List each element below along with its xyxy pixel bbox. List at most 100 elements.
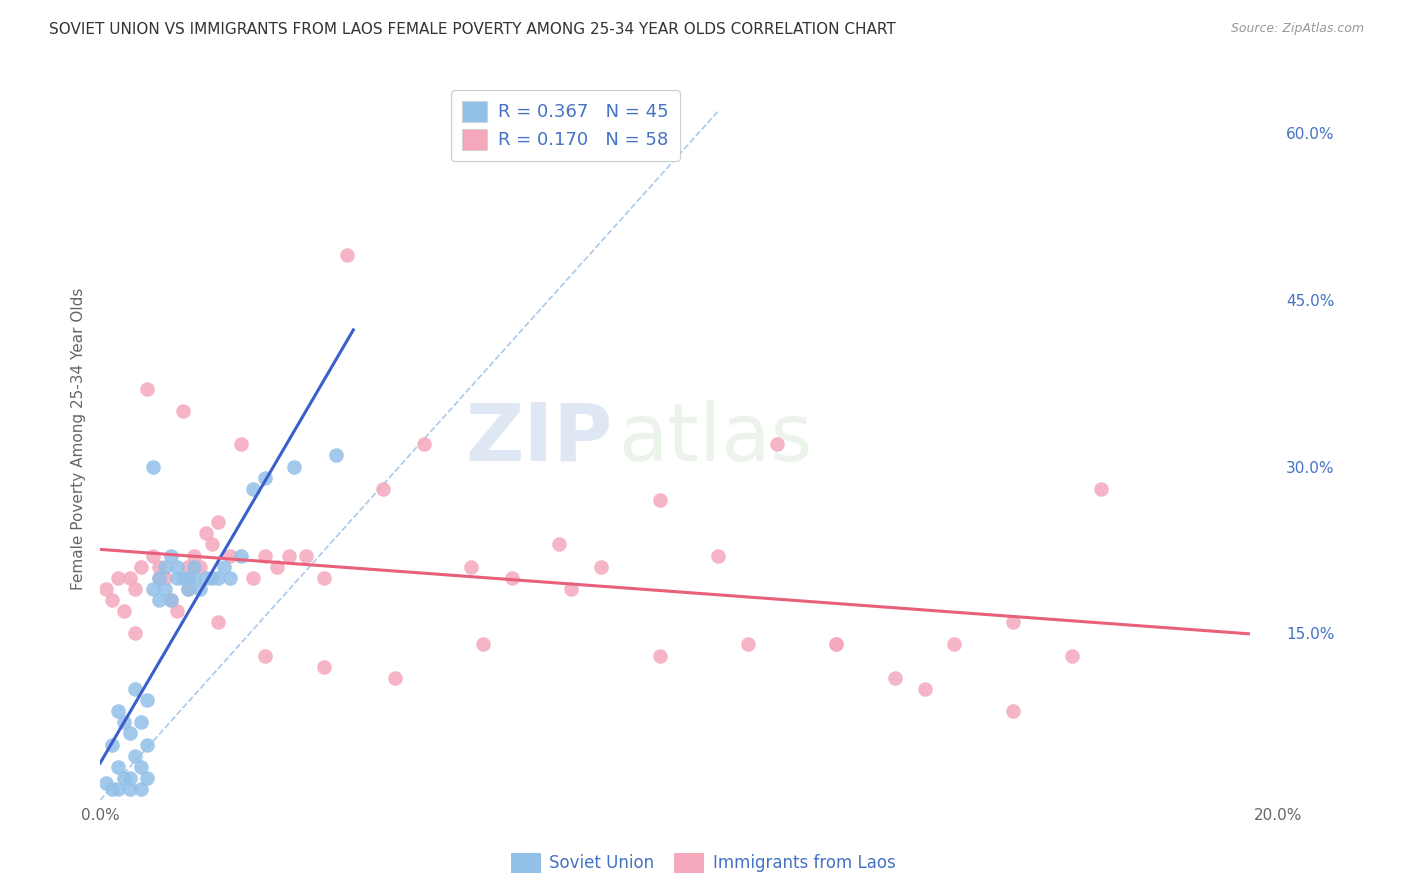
Point — [560, 582, 582, 596]
Point — [201, 537, 224, 551]
Point — [188, 559, 211, 574]
Point — [207, 571, 229, 585]
Point — [501, 571, 523, 585]
Point — [101, 593, 124, 607]
Text: Source: ZipAtlas.com: Source: ZipAtlas.com — [1230, 22, 1364, 36]
Point — [825, 638, 848, 652]
Point — [218, 571, 240, 585]
Point — [177, 559, 200, 574]
Point — [242, 482, 264, 496]
Point — [131, 760, 153, 774]
Point — [159, 593, 181, 607]
Point — [148, 571, 170, 585]
Point — [312, 571, 335, 585]
Point — [142, 582, 165, 596]
Point — [136, 771, 159, 785]
Point — [101, 782, 124, 797]
Point — [766, 437, 789, 451]
Point — [1090, 482, 1112, 496]
Point — [172, 571, 194, 585]
Point — [183, 571, 205, 585]
Point — [131, 782, 153, 797]
Point — [460, 559, 482, 574]
Point — [336, 248, 359, 262]
Point — [159, 549, 181, 563]
Point — [107, 704, 129, 718]
Text: atlas: atlas — [619, 400, 813, 478]
Point — [159, 593, 181, 607]
Point — [195, 571, 218, 585]
Point — [1001, 615, 1024, 630]
Point — [166, 571, 188, 585]
Point — [118, 782, 141, 797]
Point — [172, 404, 194, 418]
Point — [195, 526, 218, 541]
Point — [943, 638, 966, 652]
Point — [253, 549, 276, 563]
Point — [548, 537, 571, 551]
Text: ZIP: ZIP — [465, 400, 613, 478]
Point — [112, 771, 135, 785]
Point — [183, 559, 205, 574]
Point — [231, 549, 253, 563]
Point — [112, 715, 135, 730]
Point — [589, 559, 612, 574]
Point — [94, 582, 117, 596]
Point — [212, 559, 235, 574]
Y-axis label: Female Poverty Among 25-34 Year Olds: Female Poverty Among 25-34 Year Olds — [72, 287, 86, 590]
Point — [413, 437, 436, 451]
Point — [312, 659, 335, 673]
Point — [124, 582, 146, 596]
Point — [231, 437, 253, 451]
Point — [153, 559, 176, 574]
Point — [648, 648, 671, 663]
Point — [107, 782, 129, 797]
Point — [325, 449, 347, 463]
Point — [201, 571, 224, 585]
Point — [648, 492, 671, 507]
Point — [118, 726, 141, 740]
Point — [136, 738, 159, 752]
Point — [142, 549, 165, 563]
Point — [1001, 704, 1024, 718]
Point — [118, 571, 141, 585]
Point — [884, 671, 907, 685]
Legend: Soviet Union, Immigrants from Laos: Soviet Union, Immigrants from Laos — [505, 847, 901, 880]
Point — [177, 571, 200, 585]
Point — [253, 648, 276, 663]
Point — [166, 604, 188, 618]
Point — [94, 776, 117, 790]
Point — [266, 559, 288, 574]
Point — [148, 593, 170, 607]
Text: SOVIET UNION VS IMMIGRANTS FROM LAOS FEMALE POVERTY AMONG 25-34 YEAR OLDS CORREL: SOVIET UNION VS IMMIGRANTS FROM LAOS FEM… — [49, 22, 896, 37]
Point — [124, 681, 146, 696]
Point — [207, 615, 229, 630]
Point — [283, 459, 305, 474]
Point — [218, 549, 240, 563]
Point — [183, 549, 205, 563]
Point — [371, 482, 394, 496]
Point — [124, 748, 146, 763]
Point — [153, 571, 176, 585]
Point — [825, 638, 848, 652]
Point — [707, 549, 730, 563]
Point — [207, 515, 229, 529]
Point — [177, 582, 200, 596]
Point — [131, 559, 153, 574]
Point — [136, 693, 159, 707]
Point — [107, 760, 129, 774]
Point — [295, 549, 318, 563]
Point — [242, 571, 264, 585]
Point — [277, 549, 299, 563]
Point — [131, 715, 153, 730]
Point — [384, 671, 406, 685]
Point — [153, 582, 176, 596]
Point — [1060, 648, 1083, 663]
Point — [124, 626, 146, 640]
Point — [142, 459, 165, 474]
Point — [914, 681, 936, 696]
Point — [253, 471, 276, 485]
Point — [166, 559, 188, 574]
Point — [148, 571, 170, 585]
Legend: R = 0.367   N = 45, R = 0.170   N = 58: R = 0.367 N = 45, R = 0.170 N = 58 — [451, 90, 679, 161]
